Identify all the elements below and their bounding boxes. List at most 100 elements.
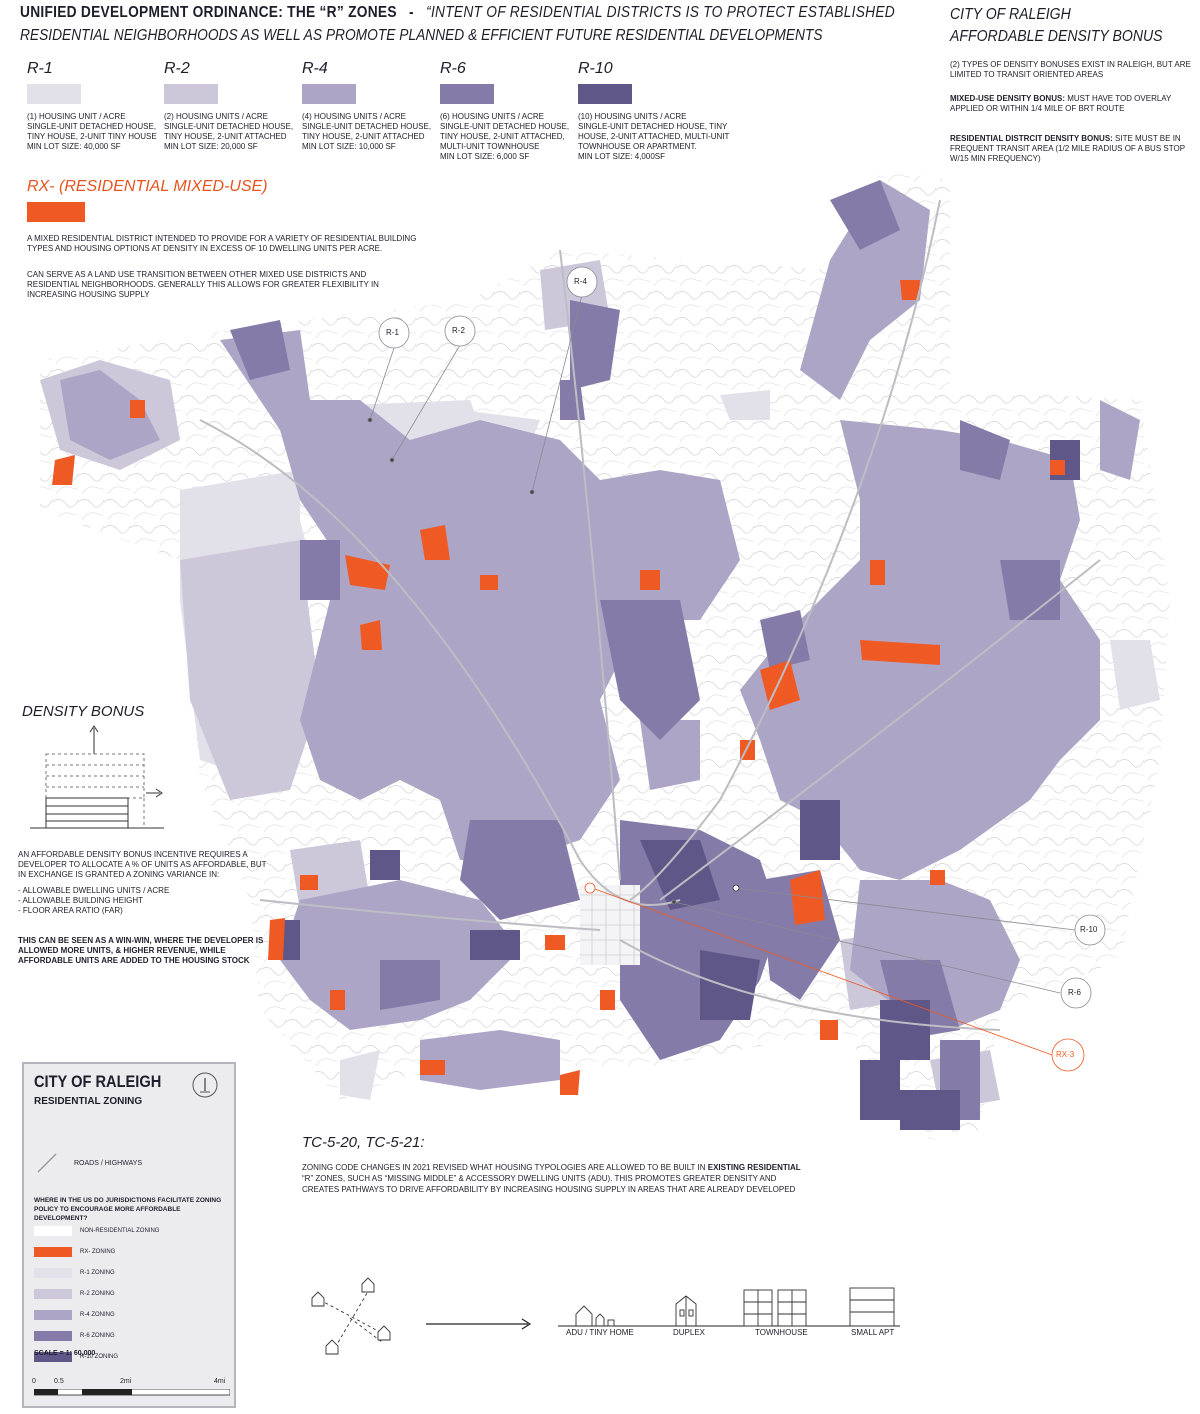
scale-label: SCALE = 1: 60,000 bbox=[34, 1350, 96, 1357]
title-bold: UNIFIED DEVELOPMENT ORDINANCE: THE “R” Z… bbox=[20, 4, 397, 21]
mixed-use-bonus: MIXED-USE DENSITY BONUS: MUST HAVE TOD O… bbox=[950, 94, 1195, 114]
zone-swatch bbox=[302, 84, 356, 104]
legend-label: R-2 ZONING bbox=[80, 1291, 115, 1297]
legend-label: R-1 ZONING bbox=[80, 1270, 115, 1276]
callout-r10: R-10 bbox=[1080, 925, 1098, 934]
legend-label: NON-RESIDENTIAL ZONING bbox=[80, 1228, 160, 1234]
density-bonus-intro: AN AFFORDABLE DENSITY BONUS INCENTIVE RE… bbox=[18, 850, 267, 879]
legend-item-r4: R-4 ZONING bbox=[34, 1308, 115, 1322]
zone-name: R-6 bbox=[440, 60, 466, 77]
affordable-title: CITY OF RALEIGH AFFORDABLE DENSITY BONUS bbox=[950, 4, 1163, 48]
affordable-title-line1: CITY OF RALEIGH bbox=[950, 6, 1071, 23]
road-line-icon bbox=[37, 1153, 57, 1173]
scale-tick-0: 0 bbox=[32, 1378, 36, 1385]
legend-question: WHERE IN THE US DO JURISDICTIONS FACILIT… bbox=[34, 1197, 222, 1222]
legend-title: CITY OF RALEIGH bbox=[34, 1072, 162, 1091]
legend-roads-label: ROADS / HIGHWAYS bbox=[74, 1160, 143, 1167]
scale-tick-4mi: 4mi bbox=[214, 1378, 226, 1385]
zone-description: (4) HOUSING UNITS / ACRE SINGLE-UNIT DET… bbox=[302, 112, 432, 151]
zone-swatch bbox=[164, 84, 218, 104]
density-bonus-title: DENSITY BONUS bbox=[22, 703, 145, 720]
zone-description: (6) HOUSING UNITS / ACRE SINGLE-UNIT DET… bbox=[440, 112, 570, 161]
density-bonus-item: - FLOOR AREA RATIO (FAR) bbox=[18, 906, 123, 915]
typology-label-small-apt: SMALL APT bbox=[851, 1328, 895, 1337]
residential-bonus: RESIDENTIAL DISTRCIT DENSITY BONUS: SITE… bbox=[950, 134, 1195, 164]
callout-rx3: RX-3 bbox=[1056, 1050, 1075, 1059]
legend-item-r6: R-6 ZONING bbox=[34, 1329, 115, 1343]
scattered-houses-icon bbox=[311, 1277, 391, 1355]
small-apartment-icon bbox=[849, 1287, 895, 1327]
zone-name: R-10 bbox=[578, 60, 613, 77]
legend-subtitle: RESIDENTIAL ZONING bbox=[34, 1096, 143, 1107]
tc-text-part1: ZONING CODE CHANGES IN 2021 REVISED WHAT… bbox=[302, 1163, 708, 1172]
page-title: UNIFIED DEVELOPMENT ORDINANCE: THE “R” Z… bbox=[20, 4, 895, 22]
density-bonus-conclusion: THIS CAN BE SEEN AS A WIN-WIN, WHERE THE… bbox=[18, 936, 264, 965]
downtown-grid bbox=[580, 885, 640, 965]
zone-swatch bbox=[27, 84, 81, 104]
legend-swatch bbox=[34, 1226, 72, 1236]
tc-title: TC-5-20, TC-5-21: bbox=[302, 1134, 425, 1151]
scale-bar bbox=[34, 1389, 230, 1396]
affordable-intro: (2) TYPES OF DENSITY BONUSES EXIST IN RA… bbox=[950, 60, 1191, 79]
title-separator: - bbox=[409, 4, 414, 21]
mixed-use-bonus-text: MUST HAVE TOD OVERLAY APPLIED OR WITHIN … bbox=[950, 94, 1172, 113]
legend-swatch bbox=[34, 1310, 72, 1320]
legend-label: RX- ZONING bbox=[80, 1249, 116, 1255]
tc-description: ZONING CODE CHANGES IN 2021 REVISED WHAT… bbox=[302, 1162, 802, 1195]
affordable-title-line2: AFFORDABLE DENSITY BONUS bbox=[950, 28, 1163, 45]
zone-name: R-2 bbox=[164, 60, 190, 77]
typology-label-adu: ADU / TINY HOME bbox=[566, 1328, 634, 1337]
callout-r4: R-4 bbox=[574, 277, 587, 286]
legend-swatch bbox=[34, 1289, 72, 1299]
density-bonus-diagram bbox=[30, 725, 164, 829]
density-bonus-item: - ALLOWABLE DWELLING UNITS / ACRE bbox=[18, 886, 170, 895]
map-callouts bbox=[367, 266, 1106, 1072]
typology-label-duplex: DUPLEX bbox=[673, 1328, 706, 1337]
arrow-icon bbox=[521, 1318, 532, 1330]
tc-text-part2: “R” ZONES, SUCH AS “MISSING MIDDLE” & AC… bbox=[302, 1174, 796, 1194]
scale-tick-2mi: 2mi bbox=[120, 1378, 132, 1385]
adu-tiny-home-icon bbox=[575, 1305, 615, 1327]
residential-bonus-label: RESIDENTIAL DISTRCIT DENSITY BONUS: bbox=[950, 134, 1113, 143]
zone-name: R-4 bbox=[302, 60, 328, 77]
density-bonus-item: - ALLOWABLE BUILDING HEIGHT bbox=[18, 896, 144, 905]
housing-typologies-diagram bbox=[311, 1277, 900, 1355]
zone-key-r1: R-1 (1) HOUSING UNIT / ACRE SINGLE-UNIT … bbox=[27, 60, 157, 152]
title-quote: “INTENT OF RESIDENTIAL DISTRICTS IS TO P… bbox=[426, 4, 895, 21]
legend-swatch bbox=[34, 1247, 72, 1257]
legend-label: R-10 ZONING bbox=[80, 1354, 119, 1360]
rx-zones bbox=[52, 280, 1065, 1095]
map-legend: CITY OF RALEIGH RESIDENTIAL ZONING ROADS… bbox=[22, 1062, 236, 1376]
zone-name: R-1 bbox=[27, 60, 53, 77]
info-icon bbox=[192, 1072, 218, 1098]
zone-description: (10) HOUSING UNITS / ACRE SINGLE-UNIT DE… bbox=[578, 112, 730, 161]
zone-key-r4: R-4 (4) HOUSING UNITS / ACRE SINGLE-UNIT… bbox=[302, 60, 432, 152]
zone-swatch bbox=[440, 84, 494, 104]
tc-text-emphasis: EXISTING RESIDENTIAL bbox=[707, 1163, 801, 1172]
residential-bonus-text: SITE MUST BE IN FREQUENT TRANSIT AREA (1… bbox=[950, 134, 1185, 163]
rx-description: A MIXED RESIDENTIAL DISTRICT INTENDED TO… bbox=[27, 234, 417, 253]
legend-swatch bbox=[34, 1331, 72, 1341]
zone-key-r6: R-6 (6) HOUSING UNITS / ACRE SINGLE-UNIT… bbox=[440, 60, 570, 162]
page-subtitle: RESIDENTIAL NEIGHBORHOODS AS WELL AS PRO… bbox=[20, 27, 823, 44]
legend-item-r1: R-1 ZONING bbox=[34, 1266, 115, 1280]
legend-item-non-residential: NON-RESIDENTIAL ZONING bbox=[34, 1224, 159, 1238]
callout-r1: R-1 bbox=[386, 328, 399, 337]
zone-description: (2) HOUSING UNITS / ACRE SINGLE-UNIT DET… bbox=[164, 112, 294, 151]
rx-title: RX- (RESIDENTIAL MIXED-USE) bbox=[27, 178, 268, 195]
legend-item-r10: R-10 ZONING bbox=[34, 1350, 118, 1364]
legend-item-r2: R-2 ZONING bbox=[34, 1287, 115, 1301]
legend-swatch bbox=[34, 1268, 72, 1278]
legend-item-rx: RX- ZONING bbox=[34, 1245, 115, 1259]
typology-label-townhouse: TOWNHOUSE bbox=[755, 1328, 808, 1337]
rx-swatch bbox=[27, 202, 85, 222]
scale-tick-half: 0.5 bbox=[54, 1378, 64, 1385]
zone-key-r10: R-10 (10) HOUSING UNITS / ACRE SINGLE-UN… bbox=[578, 60, 738, 162]
density-bonus-list: - ALLOWABLE DWELLING UNITS / ACRE - ALLO… bbox=[18, 886, 268, 916]
legend-swatch bbox=[34, 1352, 72, 1362]
callout-r2: R-2 bbox=[452, 326, 465, 335]
rx-transition-note: CAN SERVE AS A LAND USE TRANSITION BETWE… bbox=[27, 270, 379, 299]
duplex-icon bbox=[675, 1295, 697, 1326]
zone-swatch bbox=[578, 84, 632, 104]
